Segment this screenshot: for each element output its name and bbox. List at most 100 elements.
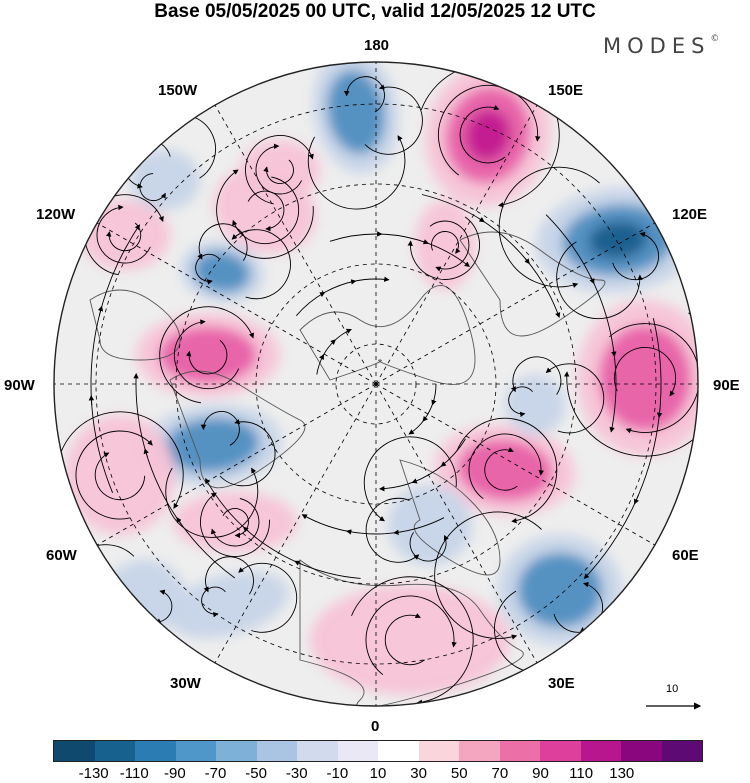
streamline: [238, 562, 298, 633]
anomaly-patch: [310, 585, 510, 695]
streamline: [352, 276, 390, 283]
streamline: [201, 586, 226, 618]
colorbar-segment: [337, 741, 378, 761]
map-title: Base 05/05/2025 00 UTC, valid 12/05/2025…: [154, 1, 596, 22]
streamline: [263, 159, 294, 184]
streamline: [437, 85, 541, 176]
coastline: [399, 459, 501, 576]
streamline: [434, 511, 542, 640]
anomaly-patch: [173, 492, 297, 552]
streamline: [429, 220, 470, 272]
streamline: [364, 84, 423, 155]
anomaly-patch: [598, 324, 692, 432]
colorbar-segment: [94, 741, 135, 761]
streamline: [408, 419, 425, 435]
colorbar-tick-label: -10: [326, 765, 349, 782]
colorbar-tick-label: 70: [491, 765, 509, 782]
meridian-line: [214, 383, 377, 664]
coastline: [299, 559, 524, 706]
reference-vector-label: 10: [666, 683, 679, 695]
streamline: [384, 613, 425, 666]
lon-label-60w: 60W: [46, 547, 77, 564]
anomaly-patch: [65, 415, 175, 535]
streamline: [219, 419, 276, 487]
streamline: [456, 417, 558, 524]
streamline: [407, 216, 480, 280]
streamline: [185, 340, 228, 375]
modes-logo: MODES©: [603, 34, 719, 58]
map-boundary: [53, 61, 699, 707]
anomaly-patch: [80, 200, 170, 270]
colorbar-tick-label: 10: [369, 765, 387, 782]
land-outlines: [89, 231, 606, 706]
streamline: [524, 258, 561, 319]
meridian-line: [375, 104, 538, 385]
colorbar: [53, 740, 703, 762]
colorbar-tick-label: 110: [569, 765, 594, 782]
streamline: [139, 173, 166, 202]
streamline: [609, 323, 698, 434]
streamline: [484, 447, 518, 491]
lon-label-120w: 120W: [36, 206, 76, 223]
colorbar-segment: [661, 741, 702, 761]
map-disk: [54, 62, 698, 706]
streamline: [197, 223, 248, 262]
colorbar-segment: [378, 741, 419, 761]
anomaly-patch: [240, 140, 320, 200]
streamline: [365, 595, 457, 676]
streamline: [195, 253, 220, 285]
streamline: [508, 386, 533, 418]
meridian-line: [375, 383, 538, 664]
brand-name: MODES: [603, 34, 711, 58]
streamline: [307, 135, 406, 210]
lon-label-150e: 150E: [548, 82, 584, 99]
coastline: [459, 231, 606, 337]
colorbar-tick-label: -50: [245, 765, 267, 782]
streamline: [159, 306, 254, 404]
lon-label-60e: 60E: [672, 547, 699, 564]
lon-label-30w: 30W: [170, 675, 201, 692]
lon-label-0: 0: [371, 718, 380, 735]
coastline: [299, 285, 476, 385]
anomaly-patch: [505, 375, 565, 435]
streamline: [333, 328, 352, 342]
streamline: [165, 467, 259, 538]
anomaly-patch: [465, 109, 511, 161]
streamline: [365, 497, 420, 563]
streamline: [563, 312, 698, 457]
streamline: [459, 105, 506, 164]
streamline: [468, 433, 544, 500]
streamline: [173, 319, 240, 390]
anomaly-patch: [588, 221, 648, 259]
colorbar-tick-label: 130: [609, 765, 635, 782]
streamline: [216, 169, 314, 259]
lon-label-90w: 90W: [4, 377, 35, 394]
streamline: [203, 556, 254, 595]
anomaly-patch: [517, 552, 603, 628]
streamline: [96, 204, 151, 264]
colorbar-tick-labels: -130 -110 -90 -70 -50 -30 -10 10 30 50 70 90 110 130: [53, 765, 703, 783]
meridian-line: [96, 222, 377, 385]
streamline: [423, 241, 471, 268]
streamline: [94, 452, 146, 501]
colorbar-segment: [54, 741, 95, 761]
colorbar-segment: [216, 741, 257, 761]
lon-label-120e: 120E: [672, 206, 708, 223]
colorbar-tick-label: -90: [164, 765, 186, 782]
streamline: [556, 241, 643, 320]
meridian-line: [375, 222, 656, 385]
streamline: [612, 231, 660, 281]
meridian-line: [214, 104, 377, 385]
streamline: [75, 430, 153, 520]
colorbar-segment: [459, 741, 500, 761]
streamline: [301, 514, 352, 533]
colorbar-segment: [580, 741, 621, 761]
lon-label-30e: 30E: [548, 675, 575, 692]
anomaly-patch: [105, 560, 185, 630]
streamline: [200, 411, 240, 446]
streamline: [609, 348, 617, 433]
colorbar-tick-label: -110: [119, 765, 149, 782]
streamline: [510, 356, 562, 395]
colorbar-segment: [297, 741, 338, 761]
streamline: [255, 143, 303, 195]
